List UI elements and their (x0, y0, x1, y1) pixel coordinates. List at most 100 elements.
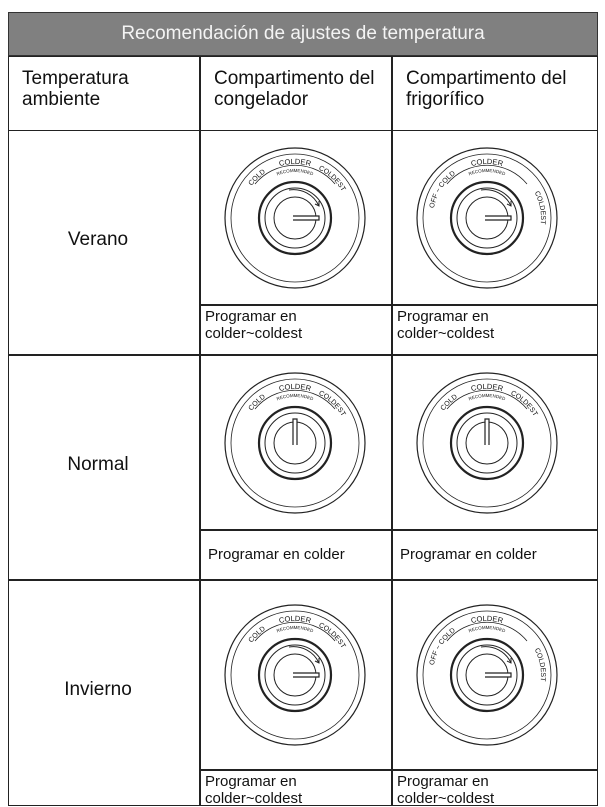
dial-label-right: COLDEST (509, 389, 538, 417)
dial-outer (416, 371, 558, 514)
dial-label-left: COLD (248, 626, 267, 645)
knob-outer (257, 405, 333, 480)
knob-outer (449, 180, 525, 255)
row-label-cell (8, 355, 200, 580)
dial-label-right: COLDEST (533, 647, 546, 682)
pointer-arrow (288, 646, 320, 664)
dial-label-sub: RECOMMENDED (468, 167, 507, 176)
dial-label-sub: RECOMMENDED (468, 392, 507, 401)
dial-label-right: COLDEST (533, 647, 546, 682)
knob-outer (449, 637, 525, 713)
row-label: Invierno (64, 679, 132, 700)
header-title: Recomendación de ajustes de temperatura (8, 12, 598, 56)
dial-label-sub: RECOMMENDED (468, 392, 507, 401)
knob-mid (264, 187, 326, 248)
dial-label-left: COLD (248, 168, 267, 187)
dial-arc (254, 164, 336, 184)
dial-label-right: COLDEST (509, 389, 538, 417)
dial-label-sub: RECOMMENDED (276, 167, 315, 176)
knob-mid (456, 187, 518, 248)
caption: Programar en colder~coldest (205, 773, 303, 807)
dial-label-sub: RECOMMENDED (276, 625, 315, 634)
caption: Programar en colder~coldest (205, 308, 303, 342)
pointer (484, 417, 490, 445)
dial-label-top: COLDER (278, 156, 313, 167)
dial-label-sub: RECOMMENDED (468, 625, 507, 634)
dial-label-sub: RECOMMENDED (468, 167, 507, 176)
knob-outer (449, 405, 525, 480)
dial-label-top: COLDER (278, 156, 313, 167)
dial-label-sub: RECOMMENDED (276, 392, 315, 401)
caption: Programar en colder~coldest (397, 773, 495, 807)
dial-label-top: COLDER (470, 156, 505, 167)
knob-mid (264, 644, 326, 706)
dial-label-sub: RECOMMENDED (276, 625, 315, 634)
pointer (293, 214, 320, 221)
dial-arc (254, 621, 336, 642)
dial-arc (446, 164, 528, 184)
dial-label-top: COLDER (278, 381, 313, 392)
dial-outer (416, 604, 558, 746)
dial-outer (224, 146, 366, 289)
row-label: Verano (67, 228, 129, 250)
dial-label-left: COLD (440, 393, 459, 412)
dial-label-sub: RECOMMENDED (276, 392, 315, 401)
caption-cell (392, 305, 598, 355)
dial-label-right: COLDEST (317, 164, 346, 192)
caption-cell (200, 305, 392, 355)
dial-label-top: COLDER (470, 614, 505, 625)
caption: Programar en colder (208, 546, 345, 563)
pointer (293, 672, 320, 678)
pointer-needle (293, 214, 320, 221)
dial-ring (422, 378, 552, 507)
pointer-needle (292, 417, 298, 445)
column-header: Compartimento del frigorífico (406, 68, 567, 110)
dial-label-top: COLDER (470, 381, 505, 392)
dial-label-top: COLDER (278, 614, 313, 625)
image-cell (200, 130, 392, 305)
pointer-arrow (480, 188, 512, 207)
row-label-cell (8, 130, 200, 355)
caption: Programar en colder~coldest (397, 308, 495, 342)
pointer-needle (293, 672, 320, 678)
dial-label-right: COLDEST (317, 622, 346, 650)
column-header: Temperatura ambiente (22, 68, 129, 110)
caption-cell (200, 530, 392, 580)
pointer (485, 214, 512, 221)
image-cell (392, 355, 598, 530)
image-cell (200, 580, 392, 770)
dial-label-right: COLDEST (533, 190, 546, 225)
pointer-needle (484, 417, 490, 445)
dial-ring (230, 378, 360, 507)
dial-label-left: COLD (248, 393, 267, 412)
pointer-arrow (480, 646, 512, 664)
dial-label-right: COLDEST (317, 389, 346, 417)
image-cell (392, 580, 598, 770)
caption-cell (392, 530, 598, 580)
row-label: Normal (67, 453, 129, 475)
dial-label-sub: RECOMMENDED (468, 625, 507, 634)
pointer-needle (485, 214, 512, 221)
dial-label-left: OFF ~ COLD (429, 627, 457, 666)
dial-ring (230, 153, 360, 282)
pointer (292, 417, 298, 445)
image-cell (392, 130, 598, 305)
dial-label-top: COLDER (470, 156, 505, 167)
dial-arc (446, 621, 528, 642)
dial-ring (422, 153, 552, 282)
dial-label-left: COLD (248, 393, 267, 412)
dial-label-top: COLDER (278, 614, 313, 625)
dial-outer (416, 146, 558, 289)
